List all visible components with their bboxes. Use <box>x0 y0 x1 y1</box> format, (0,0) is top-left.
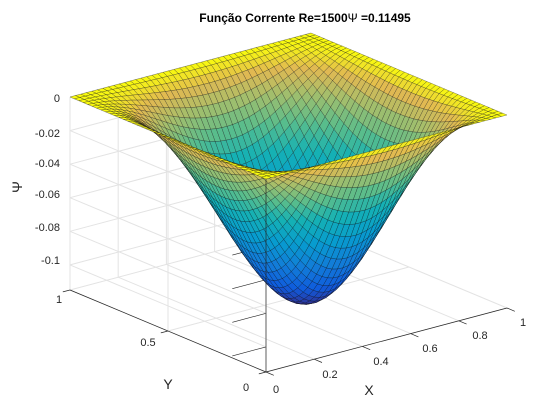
y-tick-mark <box>160 330 169 334</box>
psi-surface <box>69 32 508 305</box>
y-tick-label: 1 <box>56 294 62 306</box>
x-axis-line <box>265 307 508 373</box>
x-tick-mark <box>410 333 419 338</box>
z-tick-label: -0.08 <box>35 222 60 234</box>
y-tick-label: 0 <box>243 382 249 394</box>
z-tick-label: -0.1 <box>41 255 60 267</box>
y-tick-mark <box>258 371 267 375</box>
y-tick-mark <box>62 289 71 293</box>
x-tick-label: 0.4 <box>373 356 388 368</box>
x-tick-label: 1 <box>520 317 526 329</box>
x-tick-mark <box>314 358 323 363</box>
z-tick-mark <box>232 279 267 289</box>
z-axis-label: Ψ <box>9 181 25 193</box>
x-tick-mark <box>506 307 515 312</box>
x-tick-label: 0.2 <box>322 369 337 381</box>
x-axis-ticks: 0 0.2 0.4 0.6 0.8 1 <box>273 317 526 396</box>
x-axis-label: X <box>364 382 374 398</box>
z-tick-label: -0.04 <box>35 158 60 170</box>
y-tick-label: 0.5 <box>140 337 155 349</box>
y-axis-ticks: 1 0.5 0 <box>56 294 249 394</box>
axes-frame <box>62 179 515 376</box>
chart-title-symbol: Ψ <box>348 11 358 25</box>
x-tick-mark <box>362 346 371 351</box>
x-tick-mark <box>458 320 467 325</box>
x-tick-label: 0 <box>273 384 279 396</box>
x-tick-mark <box>265 371 274 376</box>
chart-title: Função Corrente Re=1500Ψ =0.11495 <box>199 11 411 25</box>
z-tick-mark <box>232 313 267 323</box>
z-axis-ticks: 0 -0.02 -0.04 -0.06 -0.08 -0.1 <box>35 93 60 267</box>
y-axis-label: Y <box>163 376 173 392</box>
z-tick-label: 0 <box>54 93 60 105</box>
surface-patch <box>496 112 508 117</box>
chart-title-value: =0.11495 <box>358 11 411 25</box>
chart-title-main: Função Corrente Re=1500 <box>199 11 348 25</box>
z-tick-mark <box>232 346 267 357</box>
z-tick-label: -0.02 <box>35 128 60 140</box>
z-tick-label: -0.06 <box>35 189 60 201</box>
x-tick-label: 0.8 <box>472 330 487 342</box>
x-tick-label: 0.6 <box>422 343 437 355</box>
